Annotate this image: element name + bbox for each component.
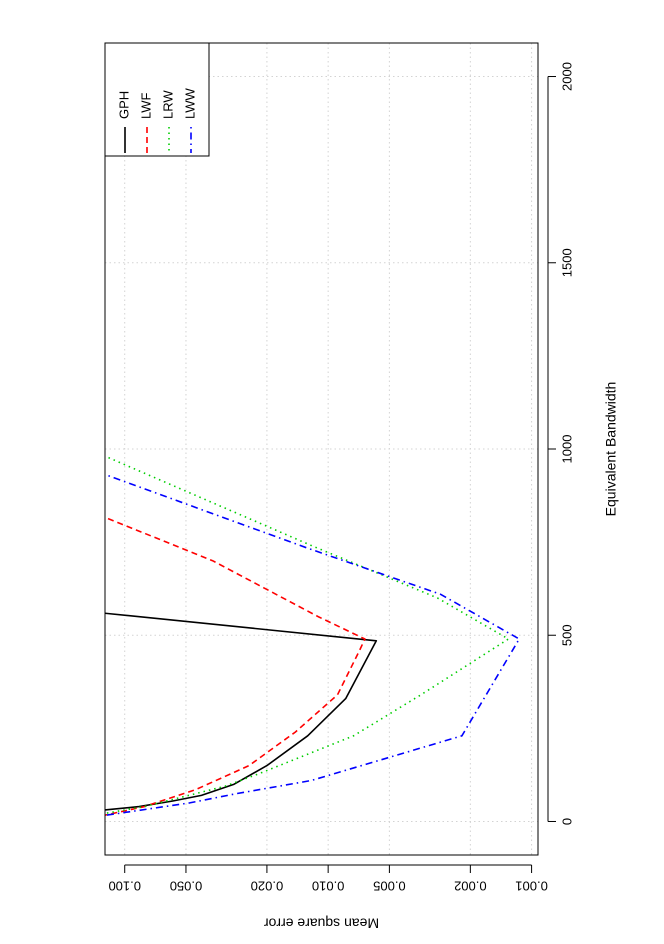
x-axis: 0 500 1000 1500 2000 [547, 62, 574, 825]
legend-label-lrw: LRW [160, 90, 175, 119]
series-line-gph [105, 612, 378, 811]
legend: GPH LWF LRW LWW [104, 42, 210, 157]
legend-label-lww: LWW [182, 87, 197, 119]
plot-area [104, 42, 539, 856]
y-axis-title: Mean square error [264, 915, 380, 931]
y-tick-label: 0.100 [108, 879, 141, 894]
y-tick-label: 0.001 [515, 879, 548, 894]
y-tick-label: 0.020 [251, 879, 284, 894]
legend-label-gph: GPH [116, 91, 131, 119]
series-line-lww [105, 473, 521, 817]
legend-label-lwf: LWF [138, 92, 153, 119]
y-tick-label: 0.002 [454, 879, 487, 894]
series-line-lwf [105, 516, 366, 816]
x-axis-title: Equivalent Bandwidth [603, 382, 619, 517]
grid [105, 43, 538, 855]
y-tick-label: 0.010 [312, 879, 345, 894]
y-axis: 0.001 0.002 0.005 0.010 0.020 0.050 0.100 [108, 864, 548, 894]
series-lines [105, 455, 521, 817]
x-tick-label: 2000 [559, 62, 574, 91]
y-tick-label: 0.005 [373, 879, 406, 894]
x-tick-label: 1500 [559, 248, 574, 277]
x-tick-label: 1000 [559, 435, 574, 464]
y-tick-label: 0.050 [170, 879, 203, 894]
x-tick-label: 0 [559, 818, 574, 825]
x-tick-label: 500 [559, 624, 574, 646]
